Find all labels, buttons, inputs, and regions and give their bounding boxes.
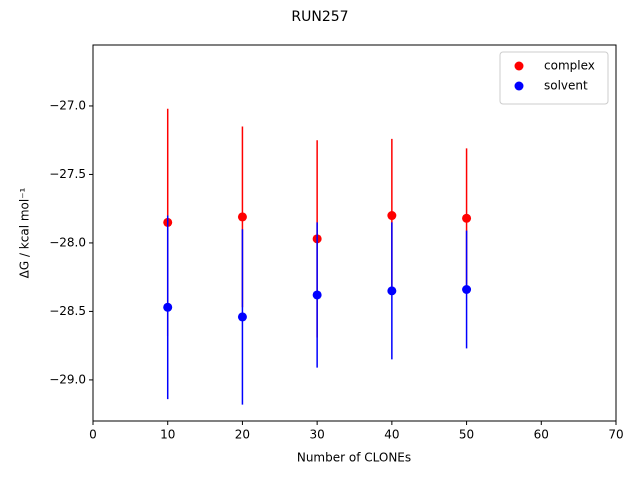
y-tick-label: −27.0 [49,98,86,112]
point [237,212,247,222]
x-axis-label: Number of CLONEs [297,451,411,465]
legend-label: complex [544,59,595,73]
x-tick-label: 70 [608,428,623,442]
point [387,211,397,221]
y-tick-label: −28.5 [49,304,86,318]
x-tick-label: 0 [89,428,97,442]
x-tick-label: 10 [160,428,175,442]
chart-title: RUN257 [291,9,348,25]
x-tick-label: 30 [310,428,325,442]
point [462,213,472,223]
point [387,286,397,296]
legend-marker [514,61,524,71]
point [163,302,173,312]
legend-marker [514,81,524,91]
y-tick-label: −28.0 [49,235,86,249]
x-tick-label: 50 [459,428,474,442]
x-tick-label: 20 [235,428,250,442]
legend-box [499,51,609,105]
y-tick-label: −29.0 [49,372,86,386]
point [312,290,322,300]
plot-area [92,44,617,422]
y-tick-label: −27.5 [49,167,86,181]
y-axis-label: ΔG / kcal mol⁻¹ [18,187,32,278]
point [462,285,472,295]
legend-label: solvent [544,79,588,93]
x-tick-label: 40 [384,428,399,442]
point [237,312,247,322]
x-tick-label: 60 [534,428,549,442]
